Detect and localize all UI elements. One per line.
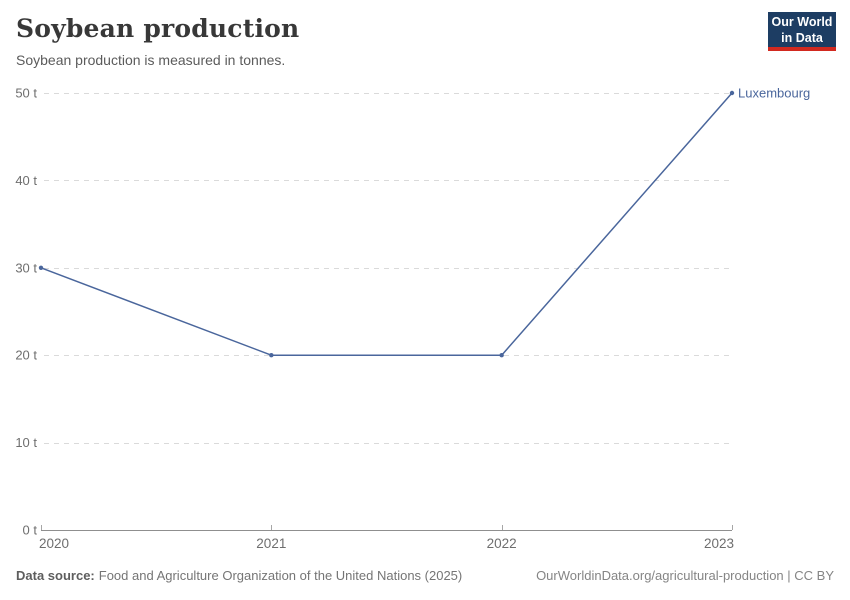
y-axis-tick-label: 40 t	[15, 173, 37, 188]
series-line-luxembourg[interactable]	[40, 92, 733, 356]
chart-footer: Data source: Food and Agriculture Organiz…	[16, 568, 834, 583]
data-point[interactable]	[729, 90, 735, 96]
y-axis-tick-label: 10 t	[15, 435, 37, 450]
x-axis-tick-label: 2020	[39, 536, 69, 551]
x-axis-tick-label: 2023	[704, 536, 734, 551]
y-axis-tick-label: 50 t	[15, 86, 37, 101]
x-axis-tick-label: 2021	[256, 536, 286, 551]
x-axis-tick-label: 2022	[487, 536, 517, 551]
data-source-text: Food and Agriculture Organization of the…	[98, 568, 463, 583]
y-axis-tick-label: 20 t	[15, 348, 37, 363]
data-point[interactable]	[499, 353, 504, 358]
data-source-label: Data source:	[16, 568, 95, 583]
data-source-note: Data source: Food and Agriculture Organiz…	[16, 568, 462, 583]
owid-logo[interactable]: Our World in Data	[768, 12, 836, 51]
page-subtitle: Soybean production is measured in tonnes…	[16, 52, 286, 68]
owid-url-link[interactable]: OurWorldinData.org/agricultural-producti…	[536, 568, 834, 583]
y-axis-tick-label: 0 t	[23, 523, 38, 538]
owid-logo-line2: in Data	[781, 30, 823, 45]
page-title: Soybean production	[16, 14, 300, 43]
owid-logo-line1: Our World	[771, 14, 833, 29]
data-point[interactable]	[38, 265, 44, 270]
chart-canvas: 0 t 10 t 20 t 30 t 40 t 50 t 2020 2021 2022 2023 L…	[15, 86, 810, 552]
data-point[interactable]	[269, 353, 274, 358]
y-axis-tick-label: 30 t	[15, 260, 37, 275]
series-end-label[interactable]: Luxembourg	[738, 86, 810, 101]
